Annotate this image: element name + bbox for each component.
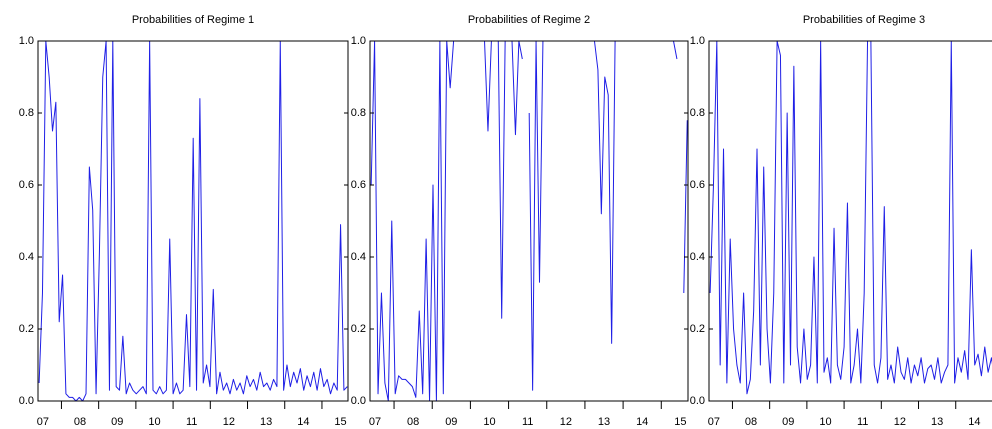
- y-tick-label: 0.6: [351, 179, 366, 191]
- plot-frame: [708, 40, 992, 402]
- x-tick-label: 07: [37, 416, 49, 428]
- plot-frame: [37, 40, 349, 402]
- x-tick-label: 09: [445, 416, 457, 428]
- y-tick-label: 0.8: [19, 107, 34, 119]
- y-tick-label: 1.0: [19, 35, 34, 47]
- x-tick-label: 07: [369, 416, 381, 428]
- x-tick-label: 08: [745, 416, 757, 428]
- y-tick-label: 0.4: [351, 251, 366, 263]
- panel-title: Probabilities of Regime 1: [132, 14, 254, 26]
- y-tick-label: 0.2: [19, 323, 34, 335]
- x-tick-label: 11: [186, 416, 197, 428]
- y-tick-label: 0.0: [351, 395, 366, 407]
- x-tick-label: 11: [857, 416, 868, 428]
- y-tick-label: 0.6: [19, 179, 34, 191]
- x-tick-label: 13: [931, 416, 943, 428]
- x-tick-label: 09: [111, 416, 123, 428]
- y-tick-label: 0.0: [19, 395, 34, 407]
- y-tick-label: 0.2: [690, 323, 705, 335]
- panel-title: Probabilities of Regime 3: [803, 14, 925, 26]
- plot-frame: [369, 40, 689, 402]
- x-tick-label: 11: [522, 416, 533, 428]
- x-tick-label: 15: [674, 416, 686, 428]
- x-tick-label: 10: [819, 416, 831, 428]
- x-tick-label: 12: [894, 416, 906, 428]
- x-tick-label: 13: [260, 416, 272, 428]
- x-tick-label: 12: [223, 416, 235, 428]
- y-tick-label: 1.0: [351, 35, 366, 47]
- x-tick-label: 14: [968, 416, 980, 428]
- y-tick-label: 0.6: [690, 179, 705, 191]
- series-line: [370, 40, 688, 402]
- x-tick-label: 14: [297, 416, 309, 428]
- x-tick-label: 10: [483, 416, 495, 428]
- y-tick-label: 0.4: [690, 251, 705, 263]
- x-tick-label: 12: [560, 416, 572, 428]
- y-tick-label: 0.4: [19, 251, 34, 263]
- y-tick-label: 0.0: [690, 395, 705, 407]
- x-tick-label: 15: [334, 416, 346, 428]
- x-tick-label: 08: [74, 416, 86, 428]
- series-line: [709, 40, 992, 395]
- y-tick-label: 0.2: [351, 323, 366, 335]
- x-tick-label: 13: [598, 416, 610, 428]
- x-tick-label: 10: [148, 416, 160, 428]
- x-tick-label: 07: [708, 416, 720, 428]
- panel-title: Probabilities of Regime 2: [468, 14, 590, 26]
- x-tick-label: 08: [407, 416, 419, 428]
- y-tick-label: 0.8: [351, 107, 366, 119]
- x-tick-label: 09: [782, 416, 794, 428]
- y-tick-label: 1.0: [690, 35, 705, 47]
- series-line: [38, 40, 348, 402]
- x-tick-label: 14: [636, 416, 648, 428]
- y-tick-label: 0.8: [690, 107, 705, 119]
